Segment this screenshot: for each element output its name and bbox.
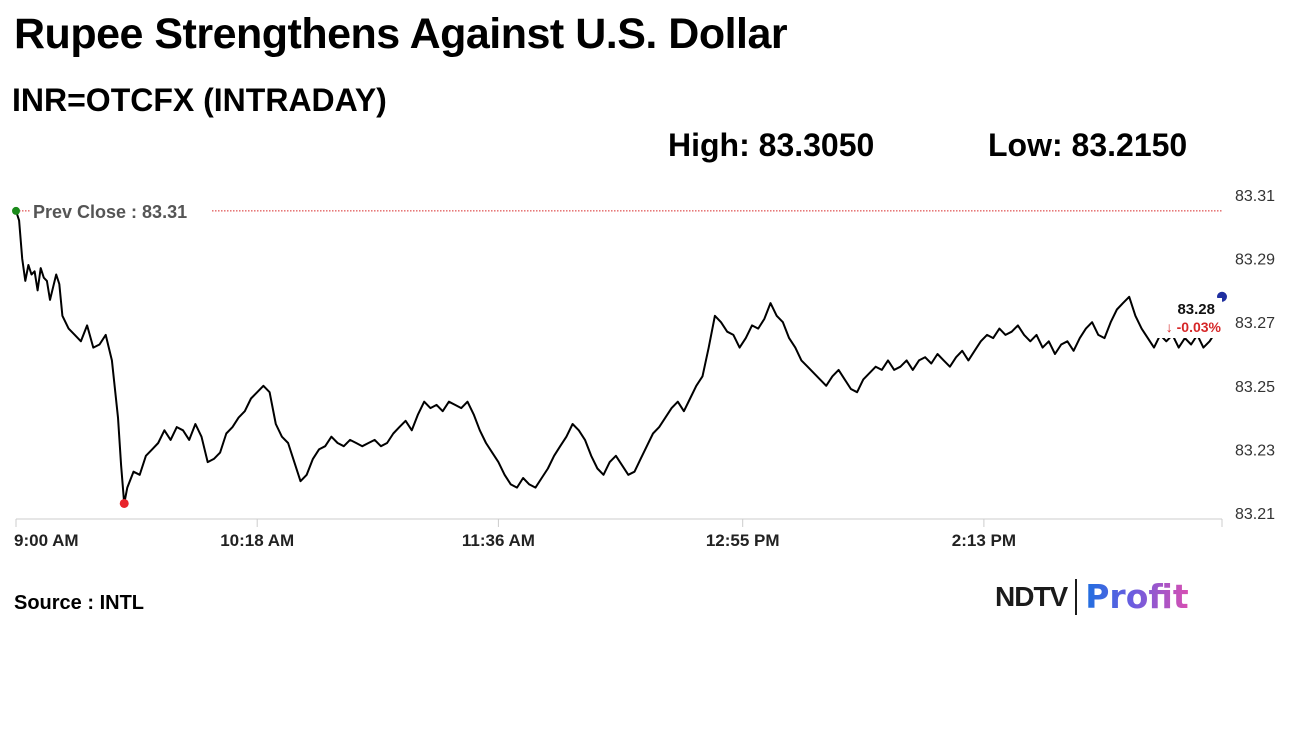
x-tick-label: 10:18 AM [220, 531, 294, 550]
x-tick-label: 9:00 AM [14, 531, 79, 550]
last-price-label: 83.28 [1177, 301, 1215, 318]
source-label: Source : INTL [14, 592, 145, 614]
open-point-marker [12, 206, 20, 215]
low-value: Low: 83.2150 [988, 127, 1188, 163]
x-tick-label: 12:55 PM [706, 531, 780, 550]
logo-profit-text: Profit [1085, 577, 1189, 616]
ndtv-profit-logo: NDTV Profit [995, 577, 1189, 616]
y-tick-label: 83.31 [1235, 188, 1275, 205]
x-tick-label: 11:36 AM [462, 531, 535, 550]
y-tick-label: 83.25 [1235, 379, 1275, 396]
high-value: High: 83.3050 [668, 127, 875, 163]
low-point-marker [119, 498, 129, 508]
chart-subtitle: INR=OTCFX (INTRADAY) [12, 82, 387, 118]
logo-ndtv-text: NDTV [995, 580, 1068, 612]
prev-close-label: Prev Close : 83.31 [33, 202, 187, 222]
logo-divider [1075, 578, 1078, 615]
y-tick-label: 83.21 [1235, 506, 1275, 523]
price-series-line [15, 210, 1223, 505]
y-tick-label: 83.29 [1235, 252, 1275, 269]
last-price-label-bg [1152, 298, 1222, 338]
x-tick-label: 2:13 PM [952, 531, 1016, 550]
y-tick-label: 83.23 [1235, 442, 1275, 459]
y-tick-label: 83.27 [1235, 315, 1275, 332]
chart-title: Rupee Strengthens Against U.S. Dollar [14, 10, 788, 58]
last-change-label: ↓ -0.03% [1166, 319, 1222, 335]
